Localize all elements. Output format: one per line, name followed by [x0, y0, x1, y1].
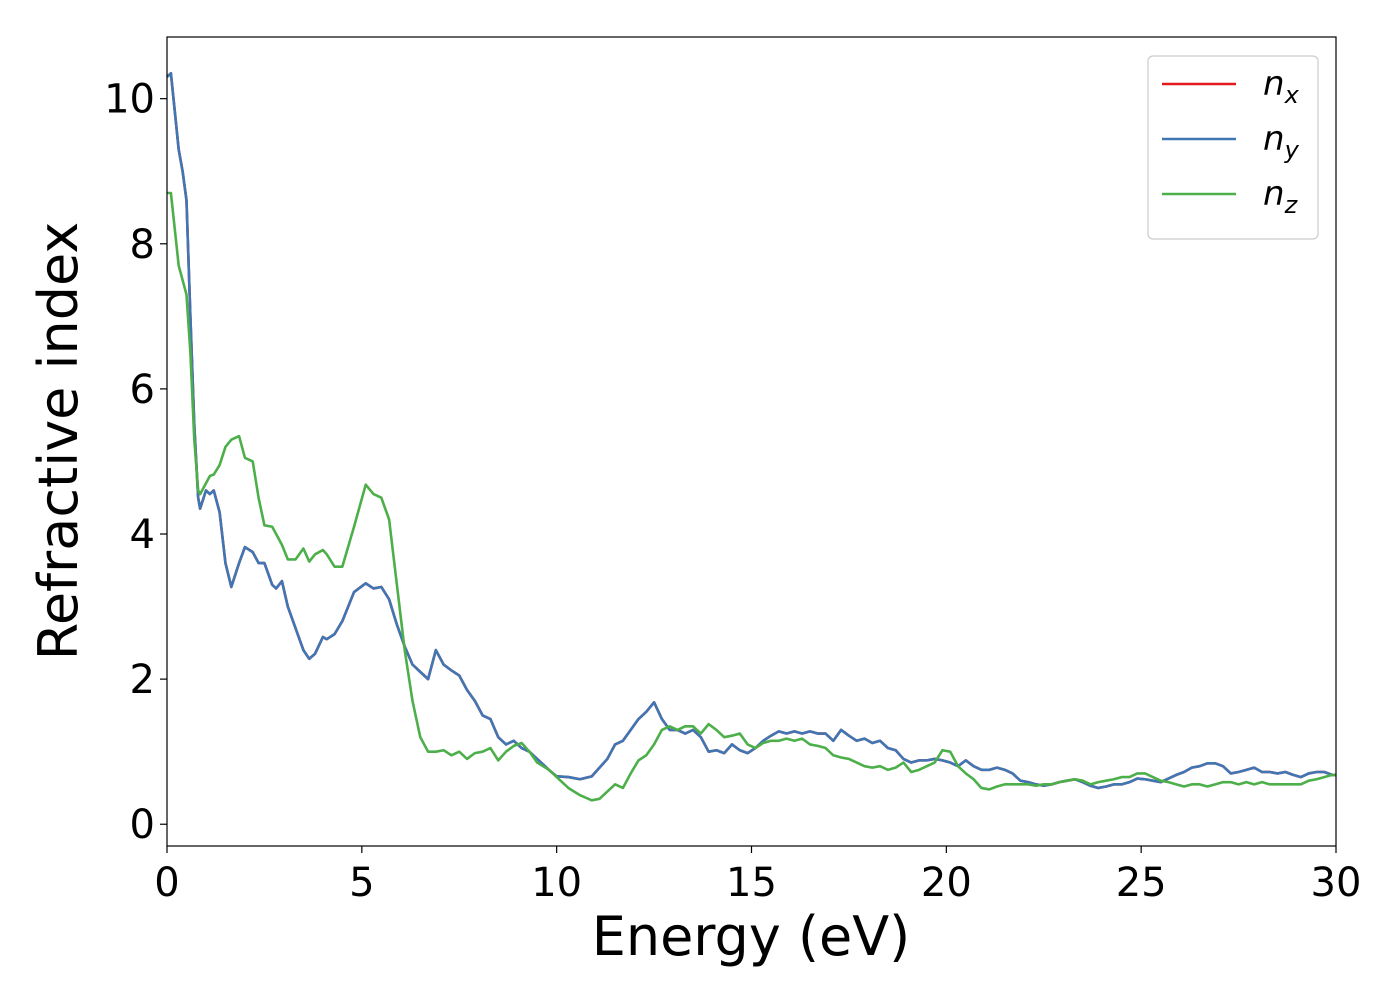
- x-tick-label: 25: [1116, 860, 1167, 906]
- y-tick-label: 4: [130, 512, 155, 558]
- y-tick-label: 10: [104, 77, 155, 123]
- data-line: [166, 71, 1336, 790]
- data-line: [167, 191, 1336, 802]
- y-tick-label: 2: [130, 657, 155, 703]
- plot-area: [166, 71, 1336, 802]
- legend-label: ny: [1263, 119, 1300, 164]
- x-tick-label: 30: [1311, 860, 1362, 906]
- x-tick-label: 10: [531, 860, 582, 906]
- x-tick-label: 5: [349, 860, 374, 906]
- x-tick-label: 20: [921, 860, 972, 906]
- y-tick-label: 6: [130, 367, 155, 413]
- legend-label: nz: [1263, 174, 1299, 219]
- legend-label: nx: [1263, 64, 1300, 109]
- x-tick-label: 15: [726, 860, 777, 906]
- y-tick-label: 8: [130, 222, 155, 268]
- y-tick-label: 0: [130, 802, 155, 848]
- x-axis-label: Energy (eV): [592, 905, 911, 968]
- x-tick-label: 0: [154, 860, 179, 906]
- y-axis-label: Refractive index: [27, 222, 90, 661]
